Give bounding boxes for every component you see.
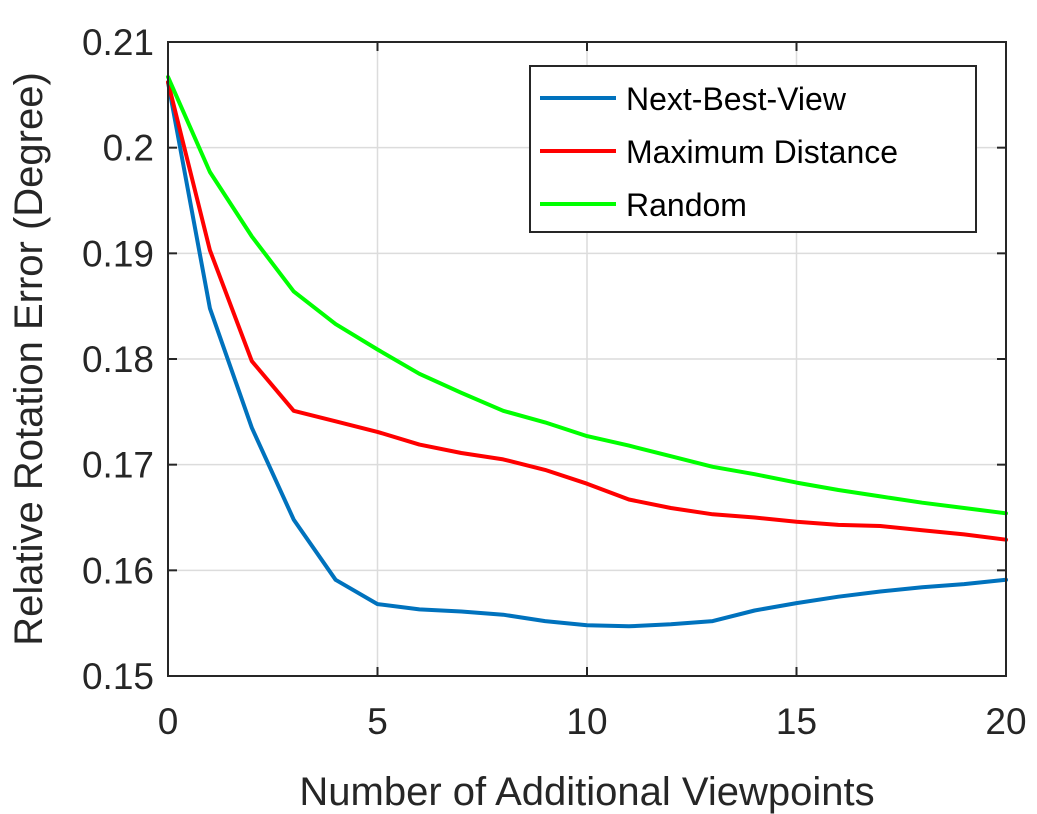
legend: Next-Best-View Maximum Distance Random — [529, 65, 977, 233]
x-tick-label: 20 — [985, 701, 1026, 742]
x-tick-label: 10 — [566, 701, 607, 742]
x-axis-label: Number of Additional Viewpoints — [299, 770, 874, 814]
series-line-next-best-view — [166, 80, 1008, 629]
x-tick-label: 15 — [776, 701, 817, 742]
axis-ticks — [167, 41, 1007, 677]
y-tick-label: 0.19 — [82, 233, 154, 274]
y-tick-label: 0.18 — [82, 339, 154, 380]
series-layer — [166, 74, 1008, 629]
y-axis-label: Relative Rotation Error (Degree) — [7, 72, 51, 646]
legend-label: Next-Best-View — [626, 81, 847, 117]
series-line-maximum-distance — [166, 80, 1008, 542]
axis-tick-labels: 0 5 10 15 20 0.15 0.16 0.17 0.18 0.19 0.2 0.21 — [82, 22, 1027, 742]
x-tick-label: 5 — [367, 701, 388, 742]
legend-label: Maximum Distance — [626, 134, 898, 170]
y-tick-label: 0.15 — [82, 656, 154, 697]
y-tick-label: 0.21 — [82, 22, 154, 63]
x-tick-label: 0 — [158, 701, 179, 742]
series-line-random — [166, 74, 1008, 516]
y-tick-label: 0.17 — [82, 445, 154, 486]
legend-label: Random — [626, 187, 747, 223]
y-tick-label: 0.2 — [103, 128, 154, 169]
y-tick-label: 0.16 — [82, 550, 154, 591]
